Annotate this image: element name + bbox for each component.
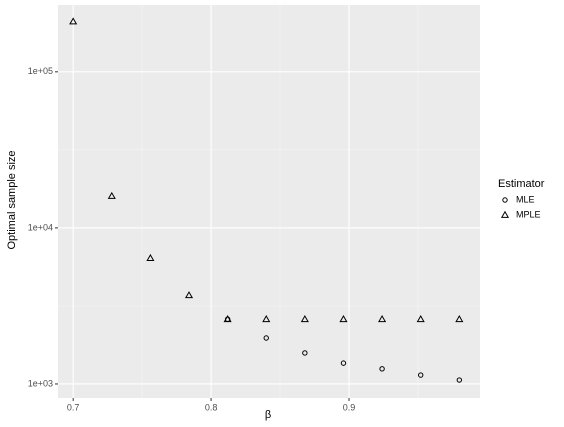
circle-marker <box>340 360 347 366</box>
legend-title: Estimator <box>498 178 545 190</box>
circle-marker <box>456 377 463 383</box>
triangle-marker <box>378 314 387 323</box>
panel <box>58 5 480 398</box>
triangle-marker <box>184 291 194 299</box>
triangle-marker <box>416 314 425 323</box>
circle-marker <box>263 335 269 341</box>
triangle-marker <box>300 314 309 323</box>
x-tick-label: 0.8 <box>205 402 218 412</box>
triangle-marker <box>223 314 232 323</box>
triangle-marker <box>146 253 155 262</box>
triangle-marker <box>107 191 116 199</box>
x-tick-label: 0.9 <box>343 402 356 412</box>
x-tick-label: 0.7 <box>67 402 80 412</box>
triangle-marker <box>262 314 271 323</box>
circle-marker <box>302 350 308 356</box>
triangle-marker <box>69 17 78 25</box>
circle-marker <box>417 372 424 378</box>
legend-label: MLE <box>516 194 535 204</box>
triangle-marker <box>339 314 348 323</box>
triangle-marker <box>500 210 510 218</box>
y-tick-label: 1e+04 <box>28 222 53 232</box>
circle-marker <box>502 197 508 203</box>
x-axis-title: β <box>265 409 271 421</box>
y-tick-label: 1e+05 <box>28 66 53 76</box>
y-tick-label: 1e+03 <box>28 378 53 388</box>
circle-marker <box>379 366 385 372</box>
triangle-marker <box>455 314 464 323</box>
legend-label: MPLE <box>516 209 541 219</box>
y-axis-title: Optimal sample size <box>6 150 18 249</box>
